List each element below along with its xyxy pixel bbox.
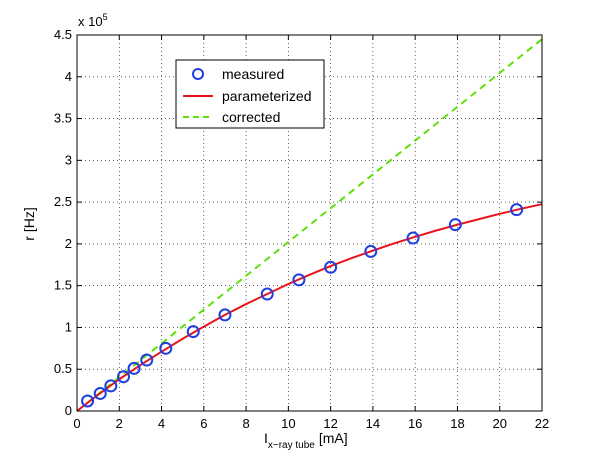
y-tick-label: 3 <box>65 152 72 167</box>
series-parameterized-line <box>76 203 543 412</box>
legend-marker-measured <box>192 68 204 80</box>
legend-label-measured: measured <box>222 66 284 82</box>
y-axis-label: r [Hz] <box>21 207 37 240</box>
series-measured-point <box>292 273 306 287</box>
series-measured-point <box>406 231 420 245</box>
series-measured-point <box>127 361 141 375</box>
legend: measured parameterized corrected <box>175 59 325 129</box>
x-tick-label: 12 <box>323 416 337 431</box>
x-axis-label-main: I <box>264 430 268 446</box>
x-tick-label: 2 <box>116 416 123 431</box>
series-measured-point <box>186 325 200 339</box>
x-tick-label: 4 <box>158 416 165 431</box>
x-tick-label: 10 <box>281 416 295 431</box>
series-layer <box>76 38 543 412</box>
series-measured-point <box>93 386 107 400</box>
x-tick-label: 14 <box>366 416 380 431</box>
y-tick-label: 0.5 <box>54 361 72 376</box>
series-measured-point <box>324 260 338 274</box>
x-tick-label: 16 <box>408 416 422 431</box>
x-axis-label: Ix−ray tube [mA] <box>264 430 348 451</box>
series-measured-point <box>81 394 95 408</box>
series-measured-point <box>364 244 378 258</box>
series-measured-point <box>260 287 274 301</box>
y-tick-label: 1.5 <box>54 278 72 293</box>
x-tick-label: 8 <box>242 416 249 431</box>
axis-tick-labels: 0 2 4 6 8 10 12 14 16 18 20 22 0 0.5 1 1.5 2 2.5 3 3.5 4 4.5 <box>54 27 549 431</box>
x-tick-label: 20 <box>492 416 506 431</box>
series-measured-point <box>140 353 154 367</box>
series-measured-point <box>218 308 232 322</box>
y-tick-label: 4.5 <box>54 27 72 42</box>
series-measured-point <box>104 379 118 393</box>
x-tick-label: 22 <box>535 416 549 431</box>
axis-ticks <box>76 34 543 412</box>
x-axis-label-subscript: x−ray tube <box>268 440 315 451</box>
y-tick-label: 2.5 <box>54 194 72 209</box>
legend-box <box>175 59 325 129</box>
x-tick-label: 0 <box>73 416 80 431</box>
series-measured-point <box>510 203 524 217</box>
y-tick-label: 4 <box>65 69 72 84</box>
y-multiplier-label: x 105 <box>78 12 108 29</box>
series-measured-point <box>159 341 173 355</box>
x-tick-label: 18 <box>450 416 464 431</box>
series-measured-point <box>448 218 462 232</box>
y-multiplier-base: x 10 <box>78 14 103 29</box>
legend-label-corrected: corrected <box>222 109 280 125</box>
x-axis-label-unit: [mA] <box>319 430 348 446</box>
y-tick-label: 3.5 <box>54 111 72 126</box>
x-tick-label: 6 <box>200 416 207 431</box>
y-tick-label: 1 <box>65 319 72 334</box>
series-measured-point <box>117 370 130 384</box>
plot-frame <box>76 34 543 412</box>
y-multiplier-exponent: 5 <box>103 12 108 22</box>
y-tick-label: 0 <box>65 403 72 418</box>
y-tick-label: 2 <box>65 236 72 251</box>
series-corrected-line <box>76 38 543 412</box>
legend-label-parameterized: parameterized <box>222 88 312 104</box>
